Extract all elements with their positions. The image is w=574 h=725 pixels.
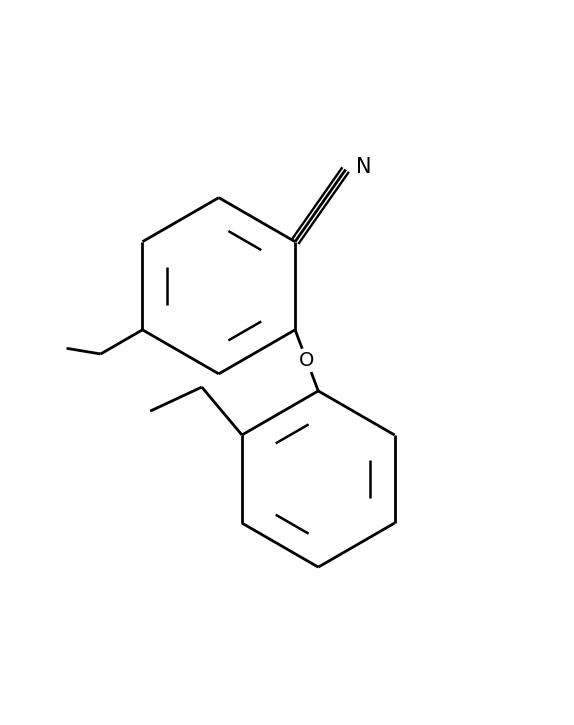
Text: O: O bbox=[299, 351, 315, 370]
Text: N: N bbox=[356, 157, 371, 177]
